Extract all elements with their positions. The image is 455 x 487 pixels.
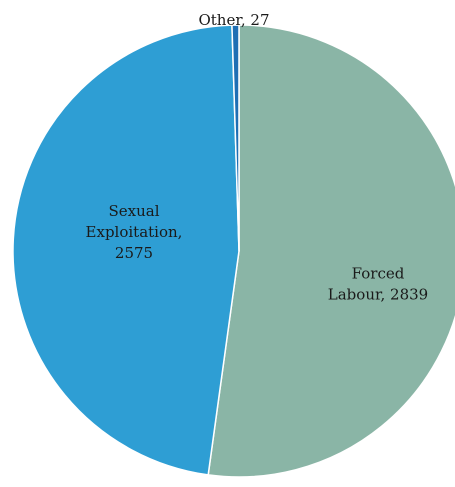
pie-slice-other: [231, 24, 240, 252]
slice-label-sexual-exploitation: Sexual Exploitation, 2575: [86, 202, 183, 262]
slice-label-other: Other, 27: [198, 11, 269, 29]
pie-slices: [12, 24, 455, 478]
slice-label-forced-labour: Forced Labour, 2839: [328, 265, 428, 304]
slice-label-line: Other, 27: [198, 11, 269, 29]
pie-slice-sexual-exploitation: [12, 24, 240, 476]
pie-slice-forced-labour: [207, 24, 455, 478]
pie-labels: Forced Labour, 2839 Sexual Exploitation, 257…: [86, 11, 429, 304]
slice-label-line: Exploitation,: [86, 223, 183, 241]
slice-label-line: Labour, 2839: [328, 286, 428, 304]
slice-label-line: Forced: [352, 265, 405, 283]
slice-label-line: 2575: [115, 244, 153, 262]
slice-label-line: Sexual: [108, 202, 159, 220]
